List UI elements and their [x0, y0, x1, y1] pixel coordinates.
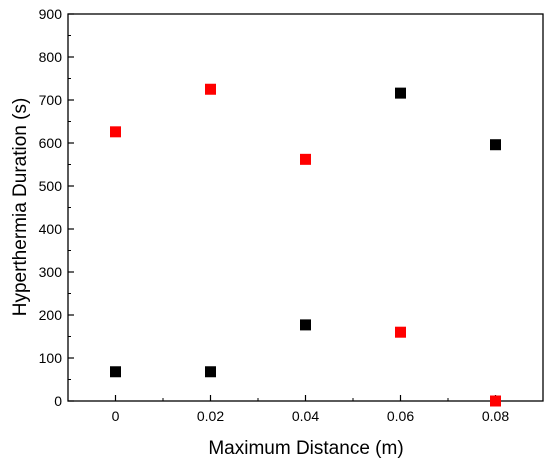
data-point	[300, 319, 311, 331]
data-point	[110, 366, 121, 378]
x-tick-label: 0	[112, 408, 120, 424]
y-tick-label: 800	[39, 49, 63, 65]
y-axis-title: Hyperthermia Duration (s)	[10, 98, 31, 317]
y-tick-label: 700	[39, 92, 63, 108]
axis-ticks: 0 100 200 300 400 500 600 700 800 900 0 0.02 0.04 0.0…	[39, 6, 544, 424]
y-tick-label: 900	[39, 6, 63, 22]
data-point	[300, 153, 311, 165]
y-tick-label: 0	[54, 393, 62, 409]
y-tick-label: 600	[39, 135, 63, 151]
x-tick-label: 0.06	[387, 408, 414, 424]
data-point	[205, 366, 216, 378]
y-tick-label: 500	[39, 178, 63, 194]
y-tick-label: 200	[39, 307, 63, 323]
data-point	[490, 395, 501, 407]
x-tick-label: 0.04	[292, 408, 319, 424]
x-axis-title: Maximum Distance (m)	[208, 438, 403, 459]
plot-frame	[67, 13, 544, 402]
data-point	[205, 83, 216, 95]
data-point	[395, 326, 406, 338]
x-tick-label: 0.08	[482, 408, 509, 424]
x-tick-label: 0.02	[197, 408, 224, 424]
data-points	[110, 83, 501, 407]
data-point	[110, 126, 121, 138]
data-point	[490, 139, 501, 151]
y-tick-label: 100	[39, 350, 63, 366]
y-tick-label: 400	[39, 221, 63, 237]
data-point	[395, 87, 406, 99]
y-tick-label: 300	[39, 264, 63, 280]
